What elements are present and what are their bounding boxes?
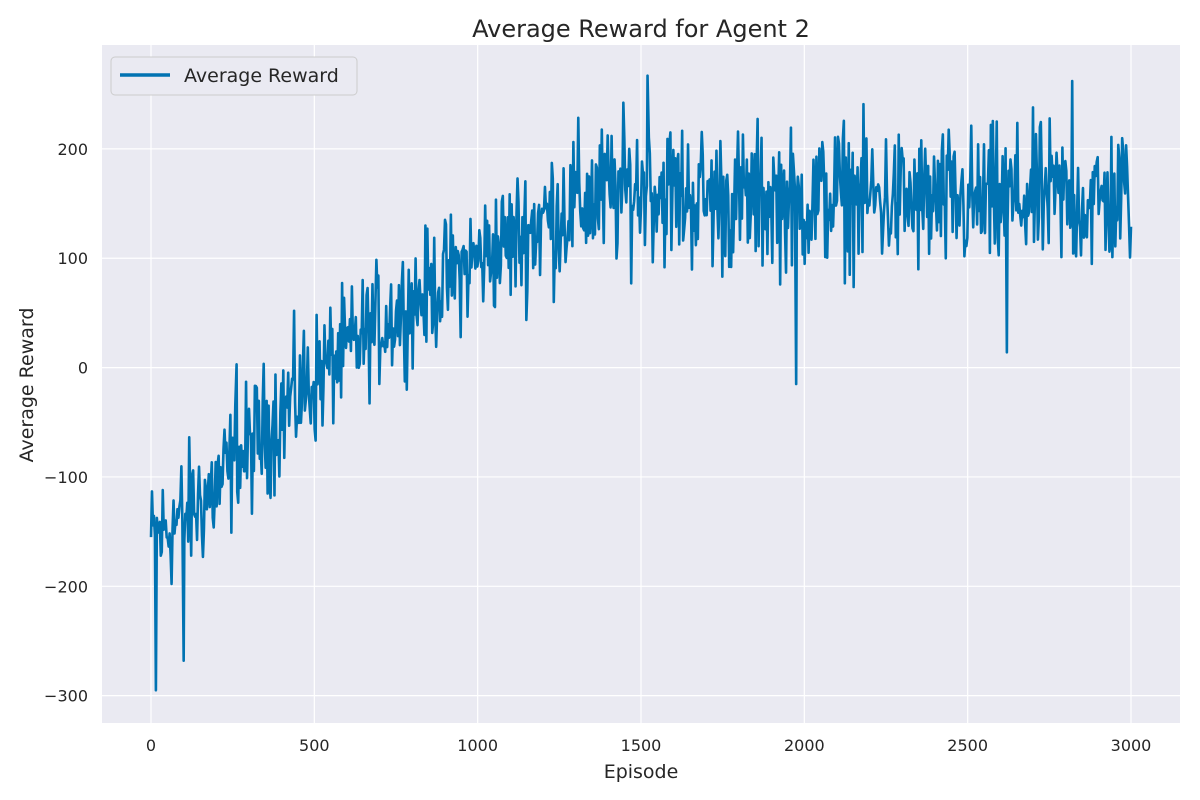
y-tick-label: 100 bbox=[57, 249, 88, 268]
y-tick-label: −100 bbox=[44, 468, 88, 487]
y-tick-label: −200 bbox=[44, 577, 88, 596]
x-tick-label: 3000 bbox=[1111, 736, 1152, 755]
series-layer bbox=[149, 74, 1133, 692]
x-tick-label: 1500 bbox=[621, 736, 662, 755]
y-tick-label: 200 bbox=[57, 140, 88, 159]
x-tick-label: 0 bbox=[146, 736, 156, 755]
series-average-reward-line bbox=[149, 74, 1133, 692]
x-tick-label: 1000 bbox=[457, 736, 498, 755]
y-axis-label: Average Reward bbox=[16, 308, 38, 463]
y-tick-label: −300 bbox=[44, 687, 88, 706]
legend: Average Reward bbox=[110, 56, 358, 96]
legend-box bbox=[110, 56, 358, 96]
x-tick-label: 2500 bbox=[947, 736, 988, 755]
chart-title: Average Reward for Agent 2 bbox=[472, 15, 810, 43]
x-axis: 0 500 1000 1500 2000 2500 3000 bbox=[146, 736, 1151, 755]
legend-label: Average Reward bbox=[184, 65, 339, 87]
y-axis: −300 −200 −100 0 100 200 bbox=[44, 140, 88, 706]
x-axis-label: Episode bbox=[604, 761, 679, 783]
x-tick-label: 2000 bbox=[784, 736, 825, 755]
y-tick-label: 0 bbox=[78, 359, 88, 378]
x-tick-label: 500 bbox=[299, 736, 330, 755]
